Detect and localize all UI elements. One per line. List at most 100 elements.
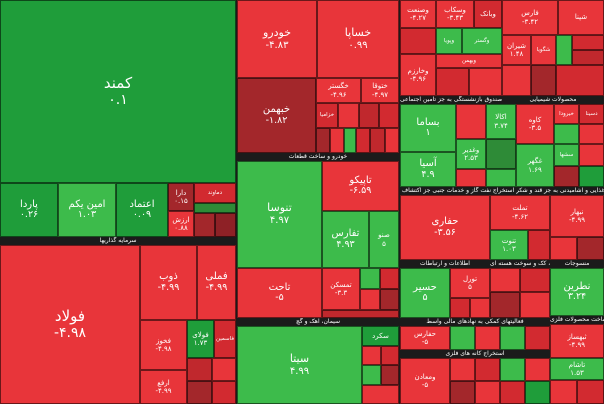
tile-small-18[interactable] xyxy=(380,268,399,289)
tile-small-51[interactable] xyxy=(520,268,550,292)
tile-tenoso[interactable]: تنوسا ۴.۹۷ xyxy=(237,161,322,268)
tile-small-3[interactable] xyxy=(215,213,236,237)
tile-small-42[interactable] xyxy=(579,144,604,166)
tile-dara[interactable]: دارا ۰.۱۵ xyxy=(168,183,194,211)
tile-small-39[interactable] xyxy=(579,124,604,144)
tile-small-35[interactable] xyxy=(556,65,604,96)
tile-sekord[interactable]: سکرد xyxy=(362,326,399,346)
tile-small-47[interactable] xyxy=(577,237,604,260)
tile-small-46[interactable] xyxy=(550,237,577,260)
tile-foolai[interactable]: فولای ۱.۷۳ xyxy=(187,320,214,358)
tile-zob[interactable]: ذوب -۴.۹۹ xyxy=(140,245,197,320)
tile-soroj[interactable]: صنو ۵ xyxy=(369,211,399,268)
tile-small-61[interactable] xyxy=(525,358,550,381)
tile-small-23[interactable] xyxy=(381,346,399,365)
tile-sabel[interactable]: ثبهساز -۴.۹۹ xyxy=(550,324,604,358)
tile-etemad[interactable]: اعتماد ۰.۰۹ xyxy=(116,183,168,237)
tile-vagha[interactable]: وغدیر ۲.۵۳ xyxy=(456,139,486,169)
tile-foolad[interactable]: فولاد -۴.۹۸ xyxy=(0,245,140,404)
tile-small-13[interactable] xyxy=(344,128,356,153)
tile-kheybahman[interactable]: خبهمن -۱.۸۲ xyxy=(237,78,316,153)
tile-small-30[interactable] xyxy=(572,50,604,65)
tile-damavar[interactable]: دماوند xyxy=(194,183,236,203)
tile-shiran[interactable]: شیران ۱.۴۸ xyxy=(502,35,531,65)
tile-shepna[interactable]: شپنا xyxy=(558,0,604,35)
tile-small-59[interactable] xyxy=(475,358,500,381)
tile-small-62[interactable] xyxy=(450,381,475,404)
tile-small-43[interactable] xyxy=(554,166,579,187)
tile-small-26[interactable] xyxy=(362,385,399,404)
tile-small-50[interactable] xyxy=(490,268,520,292)
tile-small-36[interactable] xyxy=(456,104,486,139)
tile-small-10[interactable] xyxy=(379,103,399,128)
tile-arzesh[interactable]: ارزش ۰.۸۸ xyxy=(168,211,194,237)
tile-small-5[interactable] xyxy=(212,358,236,381)
tile-ghohar[interactable]: غگهر ۱.۶۹ xyxy=(516,144,554,187)
tile-small-57[interactable] xyxy=(525,326,550,350)
tile-aminyekom[interactable]: امین یکم ۱.۰۳ xyxy=(58,183,116,237)
tile-small-44[interactable] xyxy=(579,166,604,187)
tile-small-17[interactable] xyxy=(360,268,380,289)
tile-small-60[interactable] xyxy=(500,358,525,381)
tile-small-41[interactable] xyxy=(486,169,516,187)
tile-vanut[interactable]: تنوت ۱.۰۳ xyxy=(490,230,528,260)
tile-dsina[interactable]: دسینا xyxy=(579,104,604,124)
tile-vkhazar[interactable]: وبهمن xyxy=(436,54,502,68)
tile-small-53[interactable] xyxy=(520,292,550,318)
tile-asia[interactable]: آسیا ۴.۹ xyxy=(400,152,456,187)
tile-tahchad[interactable]: تاحت -۵ xyxy=(237,268,322,318)
tile-vsanat[interactable]: وصنعت -۴.۲۷ xyxy=(400,0,436,28)
tile-small-8[interactable] xyxy=(338,103,359,128)
tile-small-33[interactable] xyxy=(502,65,531,96)
tile-small-4[interactable] xyxy=(187,358,212,381)
tile-khodro[interactable]: خودرو -۴.۸۳ xyxy=(237,0,317,78)
tile-tapakhsh[interactable]: تاپیکو -۶.۵۹ xyxy=(322,161,399,211)
tile-vgstar[interactable]: وگستر xyxy=(462,28,502,54)
tile-small-15[interactable] xyxy=(370,128,385,153)
tile-tourol[interactable]: تورل ۵ xyxy=(450,268,490,298)
tile-shegoya[interactable]: شگویا xyxy=(531,35,556,65)
tile-khiroda[interactable]: خیرودا xyxy=(554,104,579,124)
tile-small-19[interactable] xyxy=(360,289,380,310)
tile-fasame[interactable]: فاسمین xyxy=(214,320,236,358)
tile-small-16[interactable] xyxy=(385,128,399,153)
tile-tafarsh[interactable]: تفارس ۴.۹۳ xyxy=(322,211,369,268)
tile-nabahar[interactable]: نبهار -۴.۹۹ xyxy=(550,195,604,237)
tile-small-12[interactable] xyxy=(330,128,344,153)
tile-tmaskan[interactable]: تمسکن -۳.۳ xyxy=(322,268,360,310)
tile-arfa[interactable]: ارفع -۴.۹۹ xyxy=(140,370,187,404)
tile-small-32[interactable] xyxy=(469,68,502,96)
tile-femeli[interactable]: فملی -۴.۹۹ xyxy=(197,245,236,320)
tile-small-37[interactable] xyxy=(486,139,516,169)
tile-tasham[interactable]: تاشام ۱.۵۳ xyxy=(550,358,604,380)
tile-small-40[interactable] xyxy=(456,169,486,187)
tile-small-29[interactable] xyxy=(572,35,604,50)
tile-seshgha[interactable]: سشها xyxy=(554,144,579,166)
tile-small-24[interactable] xyxy=(362,365,381,385)
tile-small-54[interactable] xyxy=(450,326,475,350)
tile-tamelat[interactable]: تملت -۴.۶۲ xyxy=(490,195,550,230)
tile-small-21[interactable] xyxy=(322,310,399,318)
tile-small-14[interactable] xyxy=(356,128,370,153)
tile-small-34[interactable] xyxy=(531,65,556,96)
tile-maaden[interactable]: ومعادن -۵ xyxy=(400,358,450,404)
tile-khsapa[interactable]: خساپا ۰.۹۹ xyxy=(317,0,399,78)
tile-khzamia[interactable]: خزامیا xyxy=(316,103,338,128)
tile-hesir[interactable]: حسیر ۵ xyxy=(400,268,450,318)
tile-pardad[interactable]: پاردا ۰.۲۶ xyxy=(0,183,58,237)
tile-small-64[interactable] xyxy=(500,381,525,404)
tile-small-7[interactable] xyxy=(212,381,236,404)
tile-haghari[interactable]: حفاری -۳.۵۶ xyxy=(400,195,490,260)
tile-small-2[interactable] xyxy=(194,213,215,237)
tile-small-65[interactable] xyxy=(525,381,550,404)
tile-small-22[interactable] xyxy=(362,346,381,365)
tile-small-31[interactable] xyxy=(436,68,469,96)
tile-small-25[interactable] xyxy=(381,365,399,385)
tile-small-38[interactable] xyxy=(554,124,579,144)
tile-khtogha[interactable]: ختوقا -۴.۹۷ xyxy=(361,78,399,103)
tile-hafaran[interactable]: حفارس -۵ xyxy=(400,326,450,350)
tile-small-6[interactable] xyxy=(187,381,212,404)
tile-kharazm[interactable]: وخارزم -۴.۹۶ xyxy=(400,54,436,96)
tile-vbank[interactable]: وبانک xyxy=(474,0,502,28)
tile-small-1[interactable] xyxy=(194,203,236,213)
